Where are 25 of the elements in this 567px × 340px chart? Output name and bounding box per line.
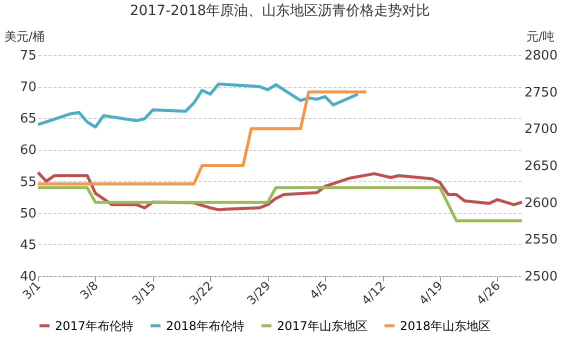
y2-tick-label: 2600 [524, 196, 558, 211]
line-series [36, 90, 368, 186]
legend-label: 2018年山东地区 [400, 318, 491, 333]
chart-title: 2017-2018年原油、山东地区沥青价格走势对比 [130, 3, 430, 19]
y2-tick-label: 2700 [524, 122, 558, 138]
y-tick-label: 45 [20, 238, 36, 253]
line-series [36, 82, 360, 128]
y-tick-label: 60 [20, 143, 36, 158]
y2-tick-label: 2500 [524, 270, 558, 284]
y-tick-label: 50 [20, 206, 36, 222]
y-tick-label: 70 [20, 80, 36, 96]
y2-tick-label: 2750 [524, 85, 558, 100]
y2-tick-label: 2800 [524, 48, 558, 64]
y-tick-label: 75 [20, 48, 36, 64]
y2-axis-title: 元/吨 [526, 30, 555, 44]
y2-tick-label: 2650 [524, 159, 558, 174]
y-tick-label: 55 [20, 174, 36, 190]
legend-label: 2017年布伦特 [55, 318, 134, 333]
legend-label: 2017年山东地区 [277, 318, 368, 333]
y-axis-title: 美元/桶 [4, 30, 45, 44]
legend-label: 2018年布伦特 [166, 318, 245, 333]
x-tick-label: 4/5 [307, 278, 331, 302]
x-tick-label: 3/8 [77, 278, 101, 302]
y2-tick-label: 2550 [524, 232, 558, 248]
y-tick-label: 65 [20, 112, 36, 127]
